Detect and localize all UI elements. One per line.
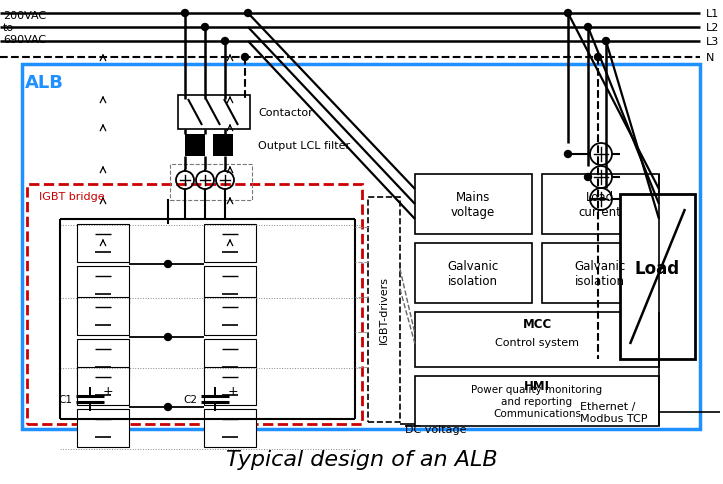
Bar xyxy=(415,243,532,303)
Text: +: + xyxy=(228,385,239,398)
Bar xyxy=(204,409,256,447)
Text: IGBT bridge: IGBT bridge xyxy=(39,192,105,201)
Bar xyxy=(620,195,695,359)
Text: 200VAC
to
690VAC: 200VAC to 690VAC xyxy=(3,12,46,45)
Bar xyxy=(204,339,256,377)
Bar xyxy=(542,243,659,303)
Bar xyxy=(204,297,256,335)
Bar xyxy=(77,297,129,335)
Text: MCC: MCC xyxy=(523,318,552,331)
Text: Ethernet /
Modbus TCP: Ethernet / Modbus TCP xyxy=(580,401,648,423)
Circle shape xyxy=(202,25,208,31)
Text: Power quality monitoring
and reporting
Communications: Power quality monitoring and reporting C… xyxy=(471,385,602,418)
Bar xyxy=(204,267,256,304)
Text: Typical design of an ALB: Typical design of an ALB xyxy=(226,449,497,469)
Circle shape xyxy=(584,174,591,181)
Bar xyxy=(542,175,659,235)
Text: DC voltage: DC voltage xyxy=(405,424,466,434)
Text: Galvanic
isolation: Galvanic isolation xyxy=(574,259,625,287)
Text: L2: L2 xyxy=(706,23,719,33)
Circle shape xyxy=(165,334,171,341)
Bar xyxy=(77,339,129,377)
Circle shape xyxy=(165,404,171,410)
Text: Contactor: Contactor xyxy=(258,108,313,118)
Circle shape xyxy=(181,11,189,17)
Text: L3: L3 xyxy=(706,37,719,47)
Text: Load
current: Load current xyxy=(578,191,622,219)
Circle shape xyxy=(565,151,571,158)
Text: C1: C1 xyxy=(58,394,72,404)
Text: L1: L1 xyxy=(706,9,719,19)
Bar xyxy=(415,376,659,426)
Text: +: + xyxy=(103,385,114,398)
Text: Mains
voltage: Mains voltage xyxy=(451,191,495,219)
Text: Galvanic
isolation: Galvanic isolation xyxy=(448,259,499,287)
Bar xyxy=(170,165,252,200)
Circle shape xyxy=(602,38,609,45)
Bar xyxy=(27,184,362,424)
Circle shape xyxy=(565,11,571,17)
Text: HMI: HMI xyxy=(524,380,550,393)
Bar xyxy=(77,409,129,447)
Bar xyxy=(185,135,205,157)
Circle shape xyxy=(584,25,591,31)
Bar xyxy=(204,225,256,262)
Bar xyxy=(415,312,659,367)
Bar xyxy=(77,267,129,304)
Text: ALB: ALB xyxy=(25,74,64,92)
Bar xyxy=(77,367,129,405)
Bar xyxy=(204,367,256,405)
Circle shape xyxy=(221,38,228,45)
Bar xyxy=(368,197,400,422)
Bar xyxy=(213,135,233,157)
Text: N: N xyxy=(706,53,714,63)
Bar xyxy=(77,225,129,262)
Bar xyxy=(22,65,700,429)
Text: C2: C2 xyxy=(183,394,197,404)
Text: Control system: Control system xyxy=(495,337,579,348)
Bar xyxy=(178,96,250,130)
Circle shape xyxy=(165,261,171,268)
Circle shape xyxy=(241,54,249,61)
Text: Output LCL filter: Output LCL filter xyxy=(258,141,350,151)
Circle shape xyxy=(244,11,252,17)
Bar xyxy=(415,175,532,235)
Text: Load: Load xyxy=(635,259,680,277)
Circle shape xyxy=(594,54,602,61)
Text: IGBT-drivers: IGBT-drivers xyxy=(379,275,389,343)
